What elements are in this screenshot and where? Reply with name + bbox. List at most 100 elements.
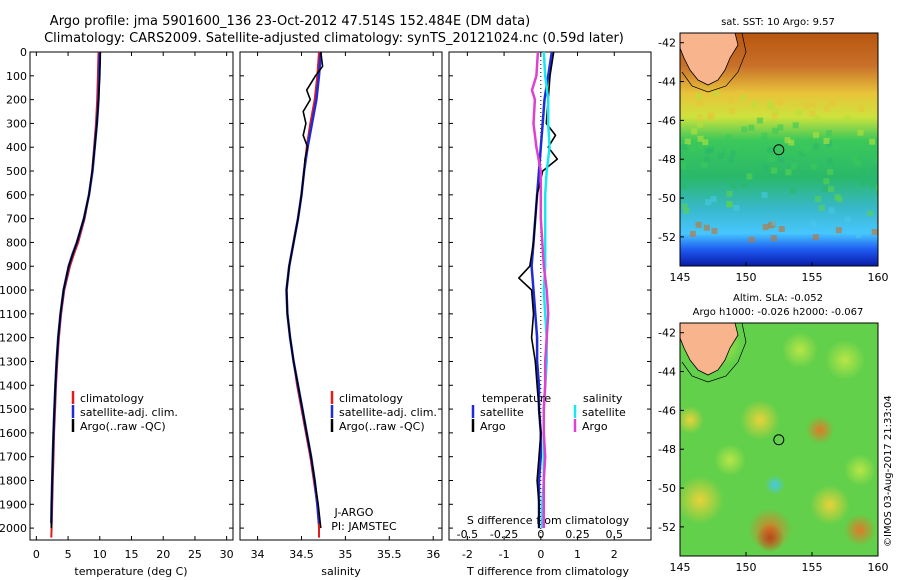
sst-pixel xyxy=(695,228,702,235)
sst-pixel xyxy=(689,230,696,237)
map-y-tick-label: -44 xyxy=(658,76,676,89)
sst-pixel xyxy=(795,109,802,116)
map-x-tick-label: 150 xyxy=(736,271,757,284)
x-tick-label: 34.5 xyxy=(289,548,314,561)
x-tick-label: 0.25 xyxy=(565,528,590,541)
x-tick-label: 0 xyxy=(537,548,544,561)
sla-anomaly-blob xyxy=(806,416,834,444)
salinity-x-axis: 34 34.5 35 35.5 36 xyxy=(251,52,440,561)
imos-credit: ©IMOS 03-Aug-2017 21:33:04 xyxy=(883,395,894,547)
sla-anomaly-blob xyxy=(782,332,818,368)
t-difference-axis-label: T difference from climatology xyxy=(466,565,629,578)
sst-pixel xyxy=(869,138,876,145)
sst-pixel xyxy=(851,156,858,163)
difference-top-axis: -0.5 -0.25 0 0.25 0.5 xyxy=(457,528,623,541)
sst-pixel xyxy=(829,228,836,235)
sst-pixel xyxy=(824,105,831,112)
sst-pixel xyxy=(804,145,811,152)
sst-pixel xyxy=(778,152,785,159)
sst-pixel xyxy=(741,126,748,133)
map-x-tick-label: 145 xyxy=(670,271,691,284)
salinity-axis-label: salinity xyxy=(321,565,361,578)
sst-pixel xyxy=(823,138,830,144)
sst-pixel xyxy=(746,173,753,180)
legend-satellite-adj: satellite-adj. clim. xyxy=(339,406,437,419)
sst-pixel xyxy=(810,220,817,227)
sst-pixel xyxy=(812,234,819,241)
legend-t-satellite: satellite xyxy=(480,406,524,419)
sst-pixel xyxy=(859,169,866,176)
sst-pixel xyxy=(826,158,833,165)
sst-pixel xyxy=(728,97,735,104)
sst-pixel xyxy=(745,94,752,101)
sst-pixel xyxy=(728,156,735,163)
salinity-panel xyxy=(239,51,443,541)
x-tick-label: -1 xyxy=(499,548,510,561)
x-tick-label: 0 xyxy=(33,548,40,561)
map-y-tick-label: -48 xyxy=(658,443,676,456)
depth-tick-label: 1400 xyxy=(0,379,27,392)
sst-pixel xyxy=(740,94,747,101)
sla-anomaly-blob xyxy=(844,454,876,486)
depth-tick-label: 2000 xyxy=(0,522,27,535)
sst-pixel xyxy=(859,179,866,186)
legend-climatology: climatology xyxy=(80,392,144,405)
sst-pixel xyxy=(823,178,830,185)
salinity-legend: climatology satellite-adj. clim. Argo(..… xyxy=(330,391,437,433)
x-tick-label: 0 xyxy=(537,528,544,541)
sst-map-frame xyxy=(679,32,879,267)
sst-pixel xyxy=(814,115,820,122)
temperature-axis-label: temperature (deg C) xyxy=(74,565,187,578)
legend-s-satellite: satellite xyxy=(582,406,626,419)
sla-map xyxy=(680,323,878,556)
sst-pixel xyxy=(815,196,821,203)
sst-pixel xyxy=(736,90,743,96)
sla-anomaly-blob xyxy=(680,476,724,524)
sst-pixel xyxy=(818,204,825,211)
x-tick-label: 15 xyxy=(125,548,139,561)
sst-pixel xyxy=(701,161,708,168)
sst-pixel xyxy=(784,137,791,144)
sst-pixel xyxy=(708,146,714,153)
x-tick-label: 1 xyxy=(574,548,581,561)
sst-pixel xyxy=(696,114,703,121)
sst-pixel xyxy=(751,101,758,108)
sst-pixel xyxy=(702,139,709,146)
legend-temperature-title: temperature xyxy=(482,392,551,405)
sst-pixel xyxy=(726,190,733,197)
sst-pixel xyxy=(772,108,779,115)
sst-pixel xyxy=(867,179,874,186)
sst-pixel xyxy=(771,113,778,120)
s-difference-axis-label: S difference from climatology xyxy=(467,514,630,527)
depth-tick-label: 700 xyxy=(6,213,27,226)
climatology-subtitle: Climatology: CARS2009. Satellite-adjuste… xyxy=(44,31,624,46)
sst-pixel xyxy=(684,138,691,145)
map-x-tick-label: 160 xyxy=(868,271,889,284)
sst-pixel xyxy=(697,142,704,149)
sla-anomaly-blob xyxy=(756,524,784,552)
sst-pixel xyxy=(748,124,755,131)
sst-pixel xyxy=(690,145,697,152)
sst-pixel xyxy=(776,99,783,106)
x-tick-label: 2 xyxy=(611,548,618,561)
sst-pixel xyxy=(680,182,687,189)
x-tick-label: 35.5 xyxy=(377,548,402,561)
sst-pixel xyxy=(769,155,776,162)
temperature-legend: climatology satellite-adj. clim. Argo(..… xyxy=(71,391,178,433)
sla-anomaly-blob xyxy=(810,485,850,525)
sst-pixel xyxy=(748,236,755,243)
series-temperature-argo xyxy=(517,51,559,529)
sst-pixel xyxy=(876,185,878,192)
sst-pixel xyxy=(696,100,703,107)
depth-tick-label: 1100 xyxy=(0,308,27,321)
tasmania-land xyxy=(680,33,739,86)
sst-pixel xyxy=(833,142,839,149)
legend-t-argo: Argo xyxy=(480,420,506,433)
sst-pixel xyxy=(697,121,704,128)
difference-lines xyxy=(517,51,559,529)
legend-s-argo: Argo xyxy=(582,420,608,433)
sst-pixel xyxy=(788,139,795,146)
map-x-tick-label: 150 xyxy=(736,561,757,574)
x-tick-label: -0.25 xyxy=(490,528,518,541)
